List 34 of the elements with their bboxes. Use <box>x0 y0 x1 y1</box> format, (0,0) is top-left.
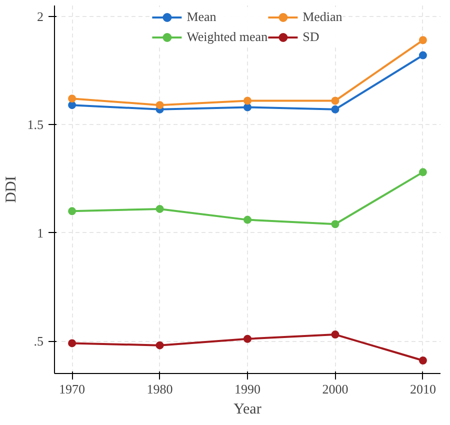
point <box>244 103 252 112</box>
point <box>244 96 252 105</box>
y-tick-label: 2 <box>37 8 44 24</box>
x-tick-label: 2010 <box>410 382 436 396</box>
point <box>156 101 164 110</box>
point <box>68 101 76 110</box>
legend-label: Weighted mean <box>186 29 268 45</box>
point <box>418 356 427 365</box>
x-tick-label: 1990 <box>234 382 260 396</box>
point <box>244 216 252 224</box>
point <box>331 96 340 105</box>
legend-label: Mean <box>186 9 216 25</box>
x-axis-title: Year <box>234 402 262 418</box>
point <box>156 204 164 213</box>
point <box>156 341 164 350</box>
point <box>418 168 427 176</box>
point <box>331 220 340 228</box>
point <box>331 105 340 114</box>
legend-label: Median <box>302 9 342 25</box>
x-tick-label: 2000 <box>322 382 348 396</box>
point <box>418 51 427 60</box>
y-tick-label: .5 <box>34 334 44 349</box>
x-tick-label: 1970 <box>59 382 86 396</box>
point <box>244 334 252 343</box>
point <box>68 339 76 348</box>
legend-label: SD <box>302 29 320 45</box>
x-tick-label: 1980 <box>146 382 173 396</box>
y-tick-label: 1.5 <box>27 117 44 132</box>
point <box>331 330 340 339</box>
point <box>68 94 76 103</box>
point <box>418 36 427 44</box>
point <box>68 207 76 216</box>
y-axis-title: DDI <box>3 176 20 203</box>
y-tick-label: 1 <box>37 225 44 240</box>
